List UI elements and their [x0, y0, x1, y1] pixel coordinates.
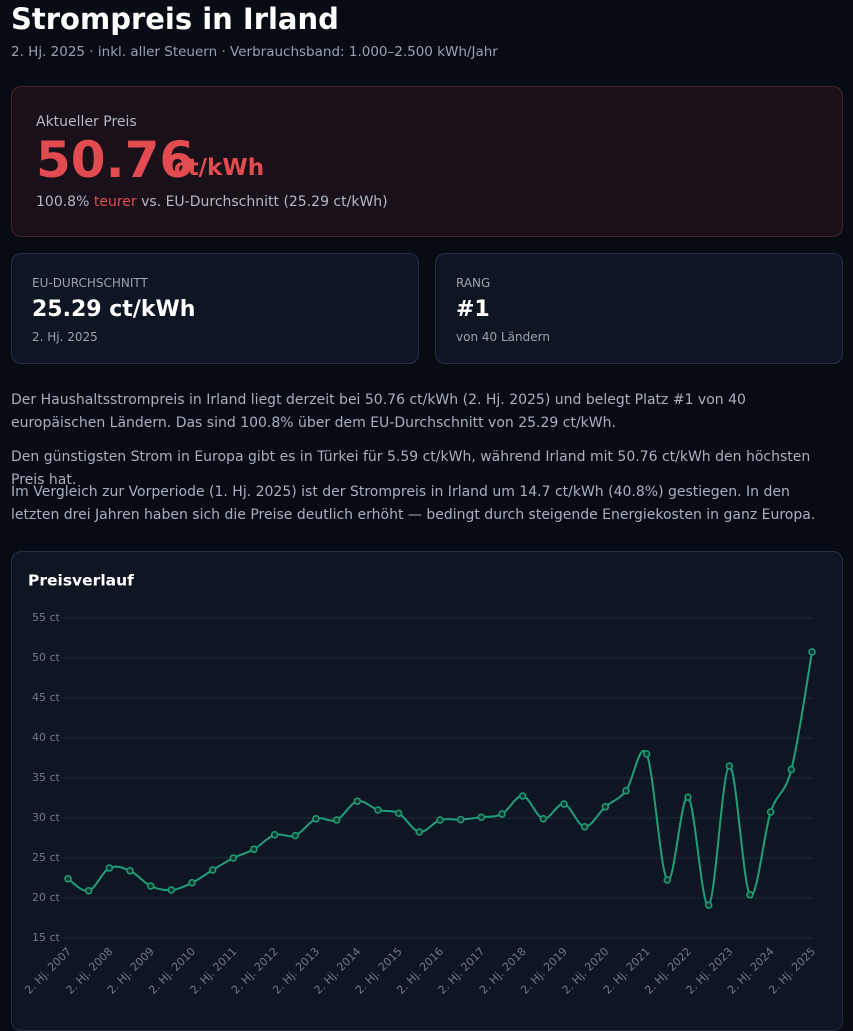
point — [270, 831, 279, 839]
point — [126, 867, 134, 875]
point — [250, 845, 258, 853]
point — [498, 810, 506, 818]
point — [746, 891, 754, 899]
point — [291, 831, 300, 840]
unit: ct/kWh — [174, 155, 265, 181]
point — [64, 875, 72, 883]
point — [436, 816, 444, 824]
point — [808, 648, 816, 656]
point — [394, 809, 403, 817]
paragraph: Im Vergleich zur Vorperiode (1. Hj. 2025… — [11, 484, 816, 523]
chart: Preisverlauf 15 ct 20 ct 25 ct 30 ct 35 ct 40… — [22, 572, 818, 997]
stat-value: 25.29 ct/kWh — [32, 297, 196, 322]
point — [146, 882, 155, 890]
point — [704, 901, 713, 909]
point — [456, 815, 465, 824]
y-tick-label: 35 ct — [32, 771, 61, 784]
chart-title: Preisverlauf — [28, 572, 134, 590]
page-title: Strompreis in Irland — [11, 2, 339, 36]
label: Aktueller Preis — [36, 114, 137, 130]
y-tick-label: 30 ct — [32, 811, 61, 824]
point — [642, 750, 651, 758]
stat-card: RANG #1 von 40 Ländern — [435, 253, 843, 364]
comparison: 100.8% teurer vs. EU-Durchschnitt (25.29… — [36, 194, 388, 210]
point — [374, 806, 382, 814]
point — [312, 815, 320, 823]
subtitle: 2. Hj. 2025 · inkl. aller Steuern · Verb… — [11, 44, 498, 60]
point — [415, 828, 424, 836]
point — [725, 762, 734, 770]
paragraph: Der Haushaltsstrompreis in Irland liegt … — [11, 392, 746, 431]
point — [766, 808, 775, 816]
point — [518, 792, 527, 800]
stat-sub: 2. Hj. 2025 — [32, 330, 98, 344]
stat-value: #1 — [456, 297, 490, 322]
point — [684, 793, 692, 801]
line — [67, 651, 813, 907]
point — [208, 866, 217, 874]
text: vs. EU-Durchschnitt (25.29 ct/kWh) — [136, 194, 388, 210]
y-tick-label: 55 ct — [32, 611, 61, 624]
highlight: teurer — [93, 194, 137, 210]
point — [229, 854, 238, 862]
point — [787, 765, 796, 774]
y-tick-label: 40 ct — [32, 731, 61, 744]
y-tick-label: 20 ct — [32, 891, 61, 904]
point — [84, 887, 93, 895]
paragraph: Den günstigsten Strom in Europa gibt es … — [11, 449, 811, 488]
y-tick-label: 50 ct — [32, 651, 61, 664]
chart-card — [11, 551, 843, 1031]
point — [580, 823, 589, 831]
text: 100.8% — [36, 194, 94, 210]
point — [539, 815, 548, 823]
stat-label: EU-DURCHSCHNITT — [32, 276, 148, 290]
point — [167, 886, 176, 894]
point — [622, 787, 630, 795]
point — [601, 803, 610, 811]
point — [105, 864, 114, 872]
point — [663, 876, 672, 884]
y-tick-label: 15 ct — [32, 931, 61, 944]
price: 50.76 — [36, 131, 195, 189]
point — [188, 879, 196, 887]
stat-label: RANG — [456, 276, 491, 290]
current-price-card: Aktueller Preis 50.76 ct/kWh 100.8% teur… — [11, 86, 843, 237]
point — [353, 797, 362, 805]
point — [477, 813, 486, 821]
stat-sub: von 40 Ländern — [456, 330, 550, 344]
stat-card: EU-DURCHSCHNITT 25.29 ct/kWh 2. Hj. 2025 — [11, 253, 419, 364]
y-tick-label: 45 ct — [32, 691, 61, 704]
point — [560, 800, 568, 808]
y-tick-label: 25 ct — [32, 851, 61, 864]
point — [332, 816, 341, 824]
